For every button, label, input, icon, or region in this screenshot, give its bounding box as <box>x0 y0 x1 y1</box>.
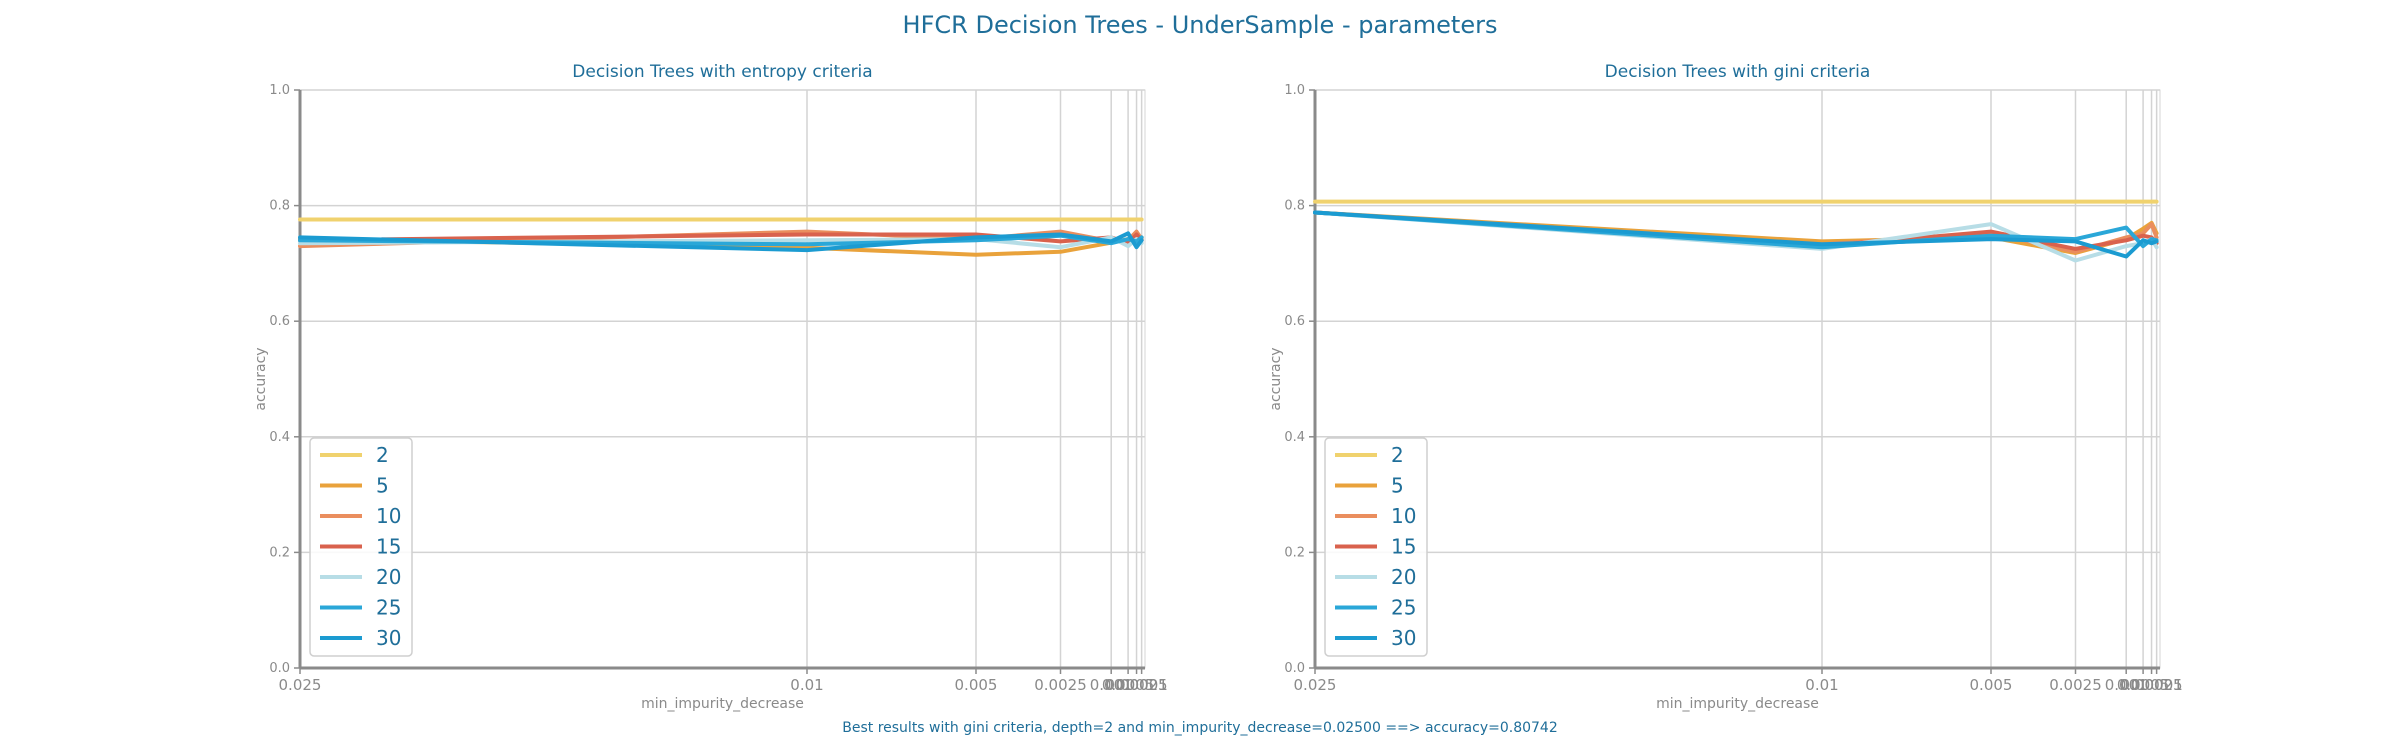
x-tick-label: 0.001 <box>2105 676 2148 694</box>
legend-label-2: 2 <box>376 443 389 467</box>
y-tick-label: 0.2 <box>1284 545 1305 560</box>
x-tick-label: 0.0025 <box>1034 676 1087 694</box>
x-tick-label: 0.0001 <box>2130 676 2183 694</box>
x-tick-label: 0.00025 <box>1106 676 1168 694</box>
x-tick-label: 0.01 <box>790 676 823 694</box>
legend-label-15: 15 <box>376 535 401 559</box>
legend-label-5: 5 <box>1391 474 1404 498</box>
series-line-30 <box>1313 210 2159 259</box>
legend-label-30: 30 <box>1391 626 1416 650</box>
y-axis-label: accuracy <box>253 347 269 410</box>
legend-label-25: 25 <box>376 596 401 620</box>
x-tick-label: 0.0005 <box>2117 676 2170 694</box>
x-tick-label: 0.025 <box>1294 676 1337 694</box>
y-tick-label: 0.2 <box>269 545 290 560</box>
legend-label-10: 10 <box>1391 504 1416 528</box>
legend-label-25: 25 <box>1391 596 1416 620</box>
x-tick-label: 0.005 <box>955 676 998 694</box>
y-axis-label: accuracy <box>1268 347 1284 410</box>
chart-title: Decision Trees with entropy criteria <box>572 62 872 82</box>
legend-label-5: 5 <box>376 474 389 498</box>
y-tick-label: 1.0 <box>1284 83 1305 98</box>
x-tick-label: 0.00025 <box>2121 676 2183 694</box>
y-tick-label: 0.6 <box>1284 314 1305 329</box>
x-tick-label: 0.0005 <box>1102 676 1155 694</box>
x-tick-label: 0.005 <box>1970 676 2013 694</box>
legend-label-15: 15 <box>1391 535 1416 559</box>
series-line-30 <box>298 231 1144 253</box>
legend-label-10: 10 <box>376 504 401 528</box>
x-tick-label: 0.0025 <box>2049 676 2102 694</box>
legend-label-30: 30 <box>376 626 401 650</box>
figure-title: HFCR Decision Trees - UnderSample - para… <box>903 11 1498 39</box>
y-tick-label: 0.4 <box>269 430 290 445</box>
y-tick-label: 0.6 <box>269 314 290 329</box>
chart-title: Decision Trees with gini criteria <box>1605 62 1871 82</box>
x-tick-label: 0.0001 <box>1115 676 1168 694</box>
chart-panel-2: 0.00.20.40.60.81.00.025 0.01 0.005 0.0025 0.… <box>1268 62 2183 712</box>
chart-panel-1: 0.00.20.40.60.81.00.025 0.01 0.005 0.0025 0.… <box>253 62 1168 712</box>
y-tick-label: 0.8 <box>269 199 290 214</box>
y-tick-label: 0.4 <box>1284 430 1305 445</box>
y-tick-label: 1.0 <box>269 83 290 98</box>
x-tick-label: 0.025 <box>279 676 322 694</box>
plot-area <box>1314 89 2161 669</box>
x-axis-label: min_impurity_decrease <box>641 696 804 712</box>
x-tick-label: 0.01 <box>1805 676 1838 694</box>
legend-label-2: 2 <box>1391 443 1404 467</box>
footer-summary: Best results with gini criteria, depth=2… <box>842 720 1558 736</box>
y-tick-label: 0.8 <box>1284 199 1305 214</box>
x-axis-label: min_impurity_decrease <box>1656 696 1819 712</box>
x-tick-label: 0.001 <box>1090 676 1133 694</box>
y-tick-label: 0.0 <box>269 661 290 676</box>
plot-area <box>299 89 1146 669</box>
legend-label-20: 20 <box>376 565 401 589</box>
y-tick-label: 0.0 <box>1284 661 1305 676</box>
legend-label-20: 20 <box>1391 565 1416 589</box>
panels: 0.00.20.40.60.81.00.025 0.01 0.005 0.0025 0.… <box>253 62 2183 712</box>
